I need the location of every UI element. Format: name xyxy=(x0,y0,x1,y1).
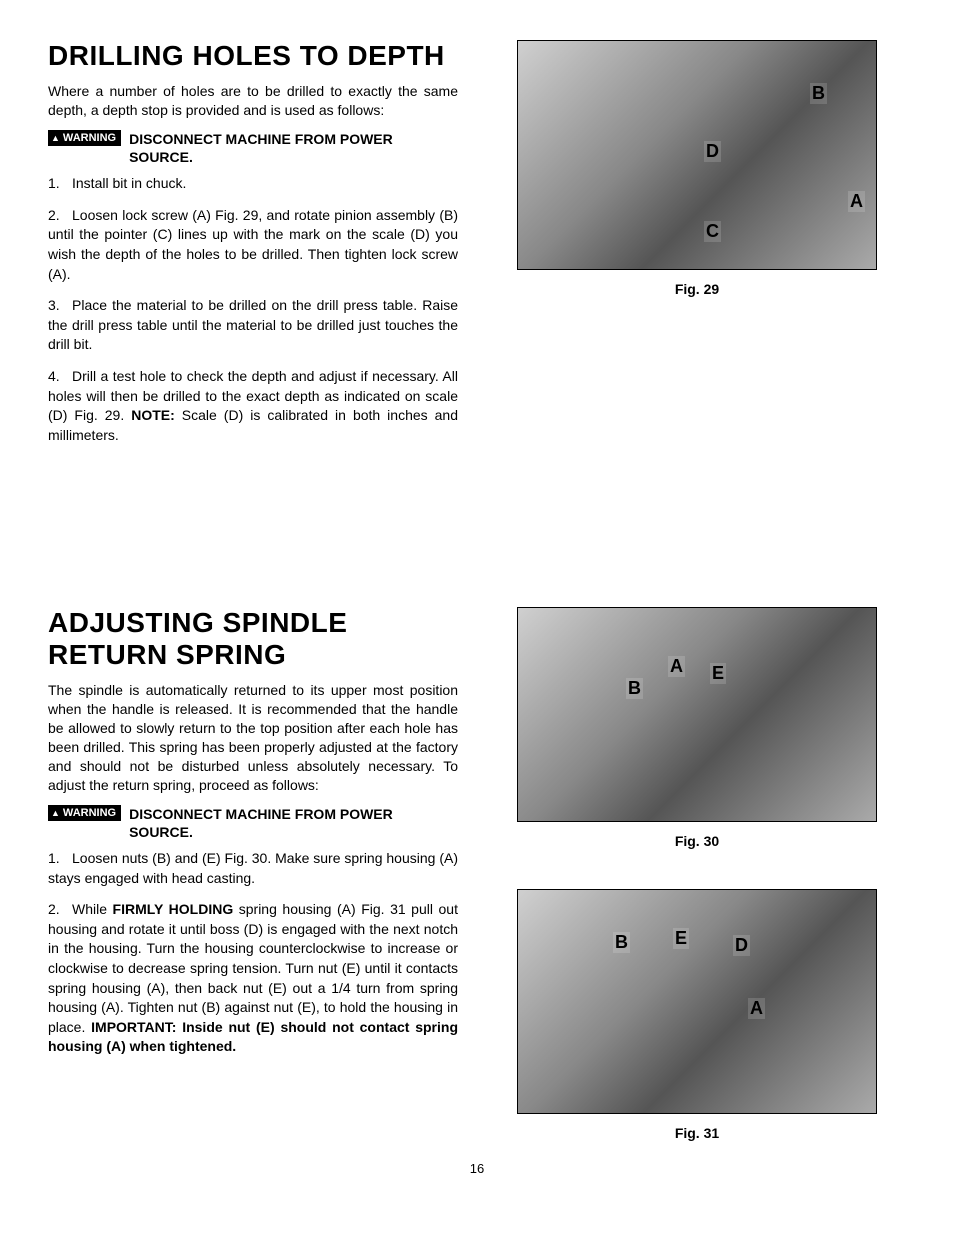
page-number: 16 xyxy=(48,1161,906,1176)
left-column: DRILLING HOLES TO DEPTH Where a number o… xyxy=(48,40,458,457)
figure-label-C: C xyxy=(704,221,721,242)
figure-label-E: E xyxy=(673,928,689,949)
intro-text-2: The spindle is automatically returned to… xyxy=(48,681,458,794)
figure-30-image: A B E xyxy=(517,607,877,822)
figure-label-A: A xyxy=(848,191,865,212)
warning-text: DISCONNECT MACHINE FROM POWER SOURCE. xyxy=(129,130,458,166)
warning-row: WARNING DISCONNECT MACHINE FROM POWER SO… xyxy=(48,130,458,166)
step2-2: 2.While FIRMLY HOLDING spring housing (A… xyxy=(48,900,458,1057)
left-column-2: ADJUSTING SPINDLE RETURN SPRING The spin… xyxy=(48,607,458,1141)
step-3: 3.Place the material to be drilled on th… xyxy=(48,296,458,355)
figure-label-B: B xyxy=(626,678,643,699)
figure-29-image: A B C D xyxy=(517,40,877,270)
step-1: 1.Install bit in chuck. xyxy=(48,174,458,194)
figure-29-container: A B C D Fig. 29 xyxy=(488,40,906,297)
heading-spindle: ADJUSTING SPINDLE RETURN SPRING xyxy=(48,607,458,671)
figure-label-D: D xyxy=(704,141,721,162)
figure-label-D: D xyxy=(733,935,750,956)
figure-label-A: A xyxy=(668,656,685,677)
section-spacer xyxy=(48,507,906,607)
step2-1: 1.Loosen nuts (B) and (E) Fig. 30. Make … xyxy=(48,849,458,888)
step-4: 4.Drill a test hole to check the depth a… xyxy=(48,367,458,445)
warning-text-2: DISCONNECT MACHINE FROM POWER SOURCE. xyxy=(129,805,458,841)
figure-31-image: A B D E xyxy=(517,889,877,1114)
heading-drilling: DRILLING HOLES TO DEPTH xyxy=(48,40,458,72)
right-column-2: A B E Fig. 30 A B D E Fig. 31 xyxy=(488,607,906,1141)
figure-label-B: B xyxy=(810,83,827,104)
section-spindle-spring: ADJUSTING SPINDLE RETURN SPRING The spin… xyxy=(48,607,906,1141)
figure-30-caption: Fig. 30 xyxy=(488,833,906,849)
step-2: 2.Loosen lock screw (A) Fig. 29, and rot… xyxy=(48,206,458,284)
warning-row-2: WARNING DISCONNECT MACHINE FROM POWER SO… xyxy=(48,805,458,841)
section-drilling-depth: DRILLING HOLES TO DEPTH Where a number o… xyxy=(48,40,906,457)
figure-30-container: A B E Fig. 30 xyxy=(488,607,906,849)
warning-badge: WARNING xyxy=(48,130,121,146)
figure-label-B: B xyxy=(613,932,630,953)
intro-text: Where a number of holes are to be drille… xyxy=(48,82,458,120)
figure-label-A: A xyxy=(748,998,765,1019)
warning-badge-2: WARNING xyxy=(48,805,121,821)
right-column: A B C D Fig. 29 xyxy=(488,40,906,457)
figure-31-caption: Fig. 31 xyxy=(488,1125,906,1141)
figure-29-caption: Fig. 29 xyxy=(488,281,906,297)
figure-31-container: A B D E Fig. 31 xyxy=(488,889,906,1141)
figure-label-E: E xyxy=(710,663,726,684)
